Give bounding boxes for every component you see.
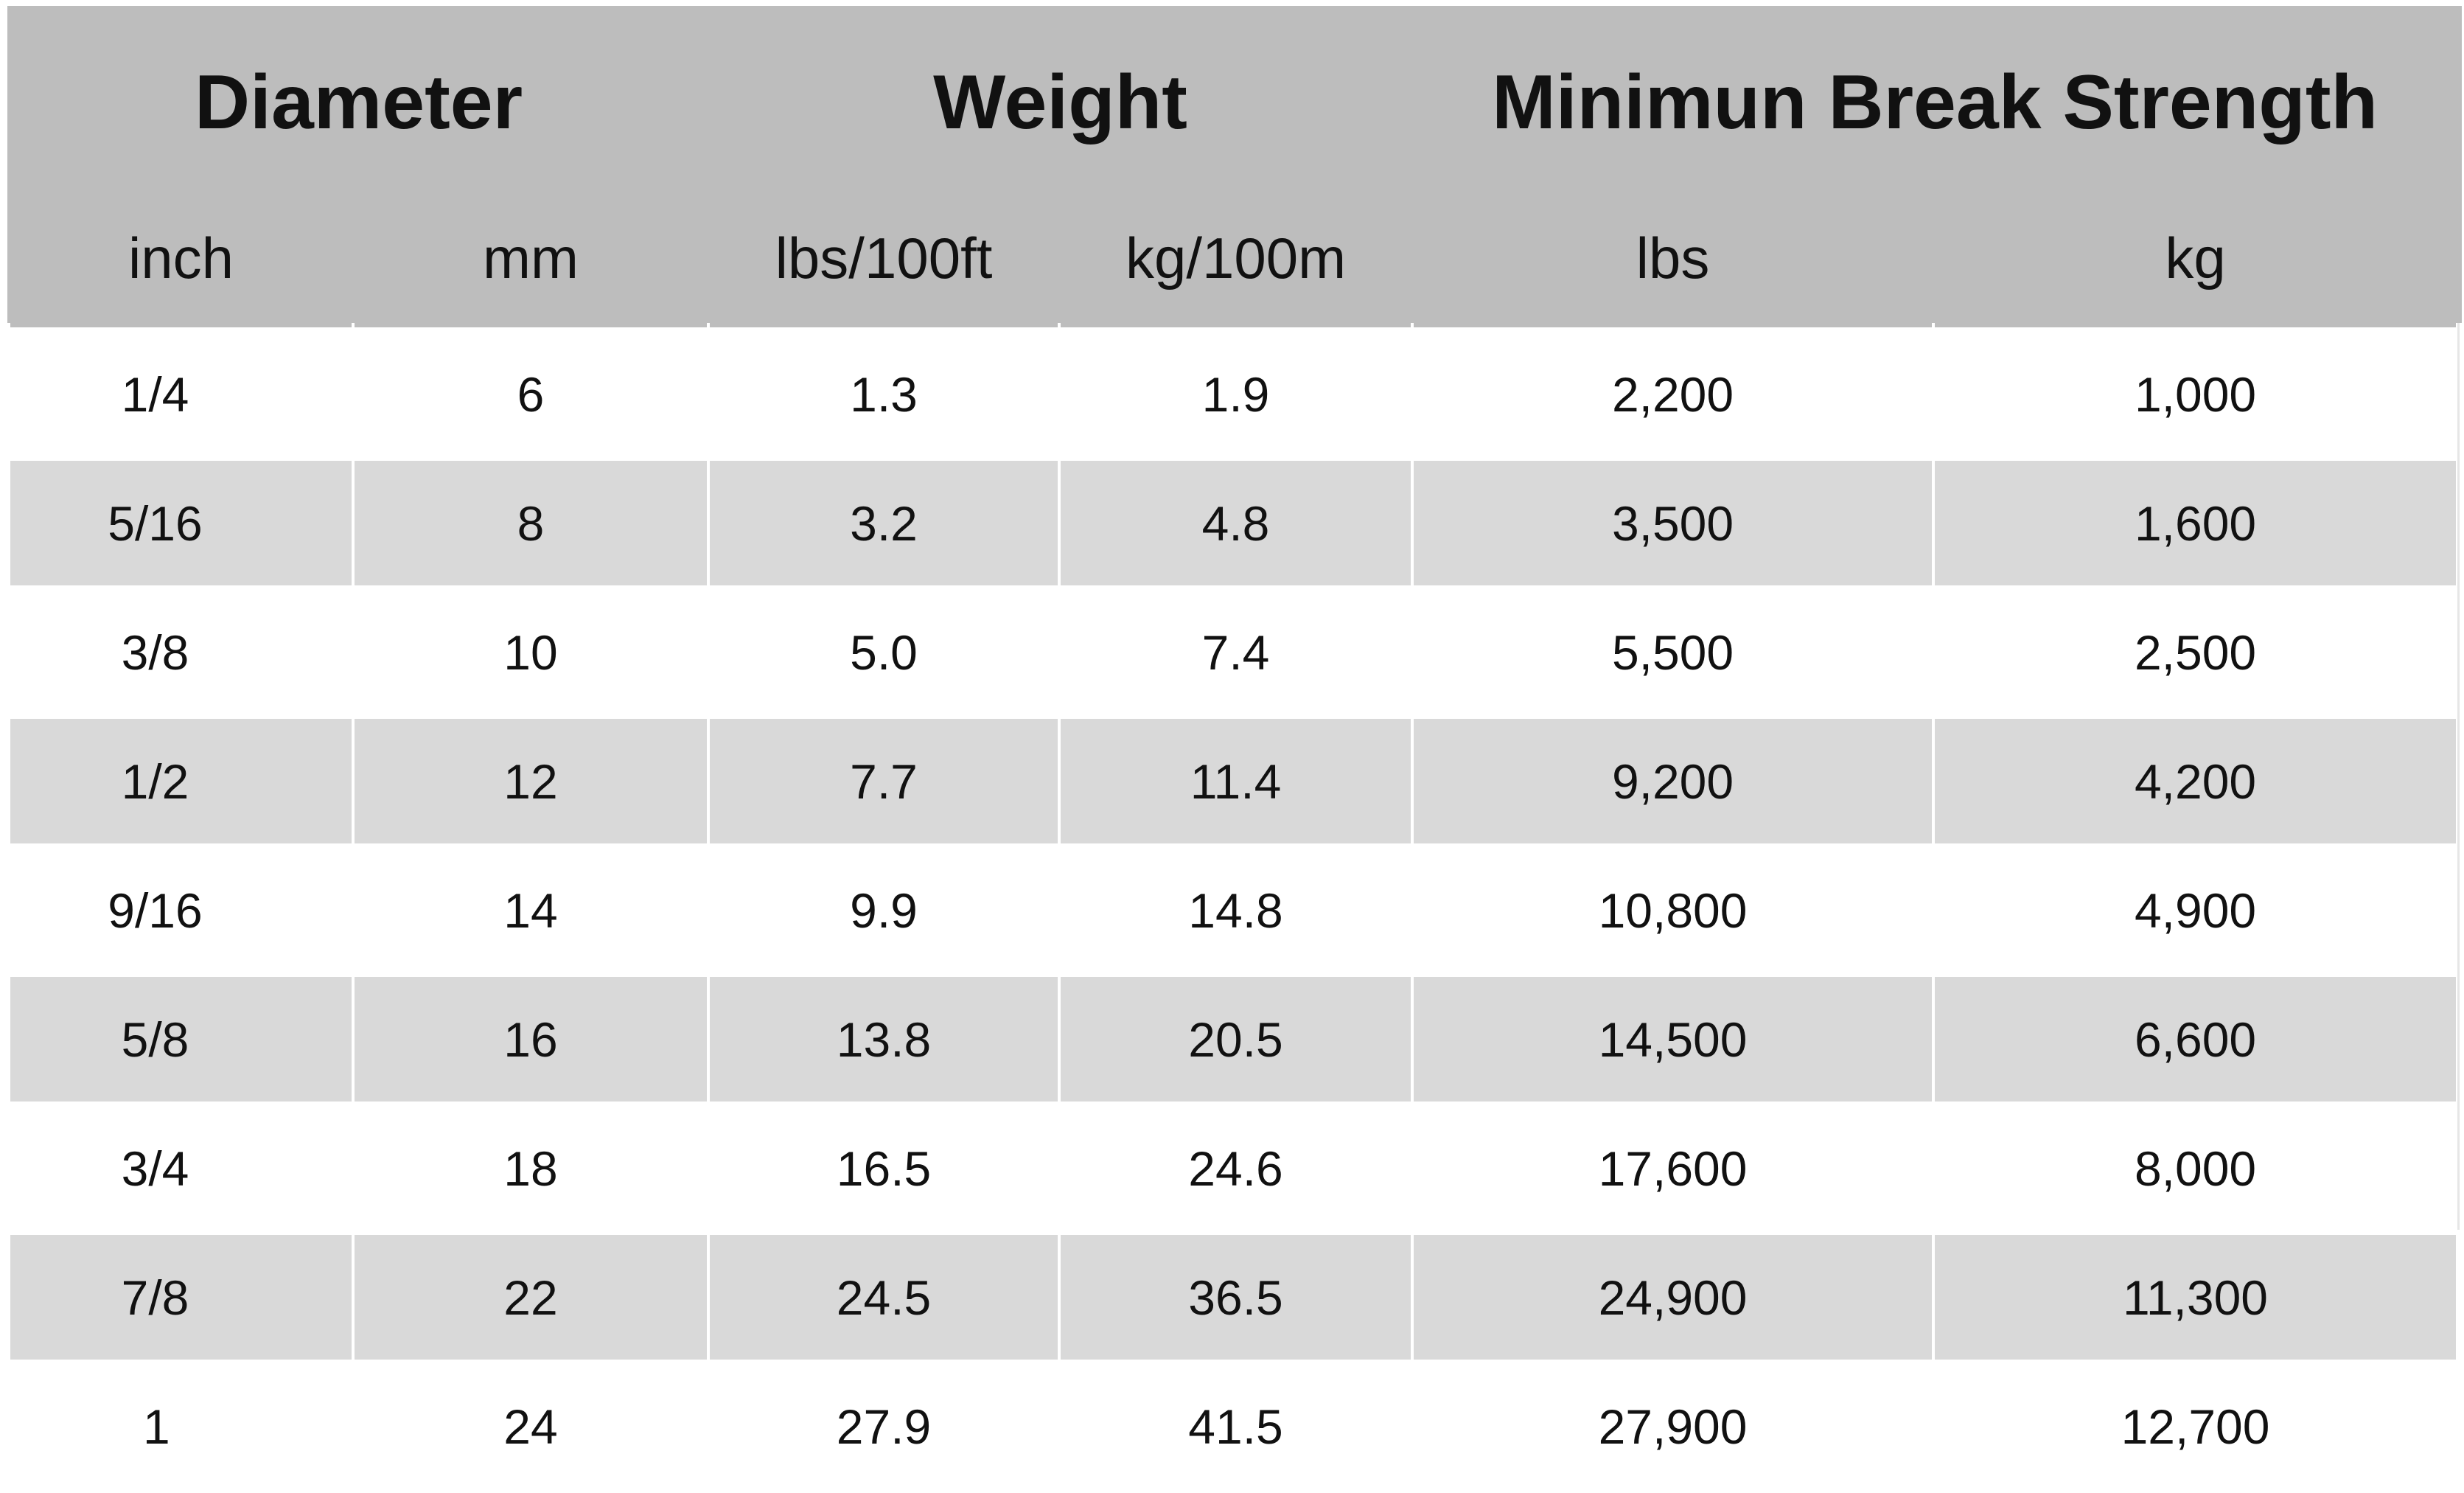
cell-break-strength-kg: 4,200 — [1935, 719, 2457, 843]
cell-break-strength-lbs: 9,200 — [1414, 719, 1933, 843]
cell-weight-lbs-per-100ft: 27.9 — [710, 1364, 1058, 1489]
cell-break-strength-kg: 2,500 — [1935, 590, 2457, 714]
cell-diameter-inch: 5/16 — [10, 461, 352, 585]
cell-break-strength-kg: 4,900 — [1935, 848, 2457, 972]
cell-weight-kg-per-100m: 11.4 — [1061, 719, 1411, 843]
table-row: 5/16 8 3.2 4.8 3,500 1,600 — [10, 461, 2457, 585]
table-row: 7/8 22 24.5 36.5 24,900 11,300 — [10, 1235, 2457, 1360]
cell-weight-lbs-per-100ft: 3.2 — [710, 461, 1058, 585]
table-row: 1/2 12 7.7 11.4 9,200 4,200 — [10, 719, 2457, 843]
table-row: 1 24 27.9 41.5 27,900 12,700 — [10, 1364, 2457, 1489]
unit-header-kg-per-100m: kg/100m — [1061, 199, 1411, 327]
cell-break-strength-lbs: 14,500 — [1414, 977, 1933, 1102]
table-row: 1/4 6 1.3 1.9 2,200 1,000 — [10, 332, 2457, 456]
cell-diameter-inch: 3/4 — [10, 1106, 352, 1231]
cell-break-strength-kg: 12,700 — [1935, 1364, 2457, 1489]
group-header-row: Diameter Weight Minimun Break Strength — [10, 10, 2457, 195]
cell-weight-lbs-per-100ft: 13.8 — [710, 977, 1058, 1102]
cell-break-strength-lbs: 10,800 — [1414, 848, 1933, 972]
cell-weight-kg-per-100m: 1.9 — [1061, 332, 1411, 456]
cell-diameter-inch: 1/4 — [10, 332, 352, 456]
table-row: 9/16 14 9.9 14.8 10,800 4,900 — [10, 848, 2457, 972]
cell-diameter-mm: 18 — [355, 1106, 708, 1231]
cell-diameter-mm: 22 — [355, 1235, 708, 1360]
cell-break-strength-lbs: 24,900 — [1414, 1235, 1933, 1360]
cell-weight-kg-per-100m: 20.5 — [1061, 977, 1411, 1102]
unit-header-inch: inch — [10, 199, 352, 327]
cell-weight-kg-per-100m: 14.8 — [1061, 848, 1411, 972]
cell-weight-lbs-per-100ft: 24.5 — [710, 1235, 1058, 1360]
table-right-edge — [2457, 323, 2460, 1230]
cell-diameter-inch: 5/8 — [10, 977, 352, 1102]
cell-weight-lbs-per-100ft: 1.3 — [710, 332, 1058, 456]
unit-header-mm: mm — [355, 199, 708, 327]
table-row: 3/8 10 5.0 7.4 5,500 2,500 — [10, 590, 2457, 714]
cell-diameter-mm: 14 — [355, 848, 708, 972]
cell-diameter-inch: 3/8 — [10, 590, 352, 714]
cell-break-strength-lbs: 17,600 — [1414, 1106, 1933, 1231]
cell-diameter-inch: 9/16 — [10, 848, 352, 972]
table-row: 3/4 18 16.5 24.6 17,600 8,000 — [10, 1106, 2457, 1231]
cell-diameter-mm: 8 — [355, 461, 708, 585]
unit-header-lbs-per-100ft: lbs/100ft — [710, 199, 1058, 327]
cell-break-strength-lbs: 3,500 — [1414, 461, 1933, 585]
cell-weight-kg-per-100m: 7.4 — [1061, 590, 1411, 714]
cell-diameter-mm: 24 — [355, 1364, 708, 1489]
cell-break-strength-lbs: 5,500 — [1414, 590, 1933, 714]
cell-weight-lbs-per-100ft: 16.5 — [710, 1106, 1058, 1231]
group-header-break-strength: Minimun Break Strength — [1414, 10, 2457, 195]
cell-break-strength-kg: 6,600 — [1935, 977, 2457, 1102]
unit-header-lbs: lbs — [1414, 199, 1933, 327]
cell-weight-kg-per-100m: 41.5 — [1061, 1364, 1411, 1489]
group-header-weight: Weight — [710, 10, 1411, 195]
rope-spec-table: Diameter Weight Minimun Break Strength i… — [7, 6, 2459, 1493]
unit-header-kg: kg — [1935, 199, 2457, 327]
cell-break-strength-lbs: 2,200 — [1414, 332, 1933, 456]
unit-header-row: inch mm lbs/100ft kg/100m lbs kg — [10, 199, 2457, 327]
cell-break-strength-kg: 1,600 — [1935, 461, 2457, 585]
cell-weight-kg-per-100m: 4.8 — [1061, 461, 1411, 585]
table-row: 5/8 16 13.8 20.5 14,500 6,600 — [10, 977, 2457, 1102]
cell-break-strength-kg: 8,000 — [1935, 1106, 2457, 1231]
cell-weight-lbs-per-100ft: 5.0 — [710, 590, 1058, 714]
cell-weight-lbs-per-100ft: 7.7 — [710, 719, 1058, 843]
cell-diameter-mm: 6 — [355, 332, 708, 456]
group-header-diameter: Diameter — [10, 10, 708, 195]
cell-diameter-mm: 16 — [355, 977, 708, 1102]
cell-break-strength-kg: 1,000 — [1935, 332, 2457, 456]
cell-weight-lbs-per-100ft: 9.9 — [710, 848, 1058, 972]
cell-break-strength-kg: 11,300 — [1935, 1235, 2457, 1360]
cell-diameter-mm: 10 — [355, 590, 708, 714]
cell-break-strength-lbs: 27,900 — [1414, 1364, 1933, 1489]
cell-diameter-inch: 7/8 — [10, 1235, 352, 1360]
cell-weight-kg-per-100m: 36.5 — [1061, 1235, 1411, 1360]
cell-diameter-inch: 1/2 — [10, 719, 352, 843]
cell-weight-kg-per-100m: 24.6 — [1061, 1106, 1411, 1231]
cell-diameter-inch: 1 — [10, 1364, 352, 1489]
cell-diameter-mm: 12 — [355, 719, 708, 843]
